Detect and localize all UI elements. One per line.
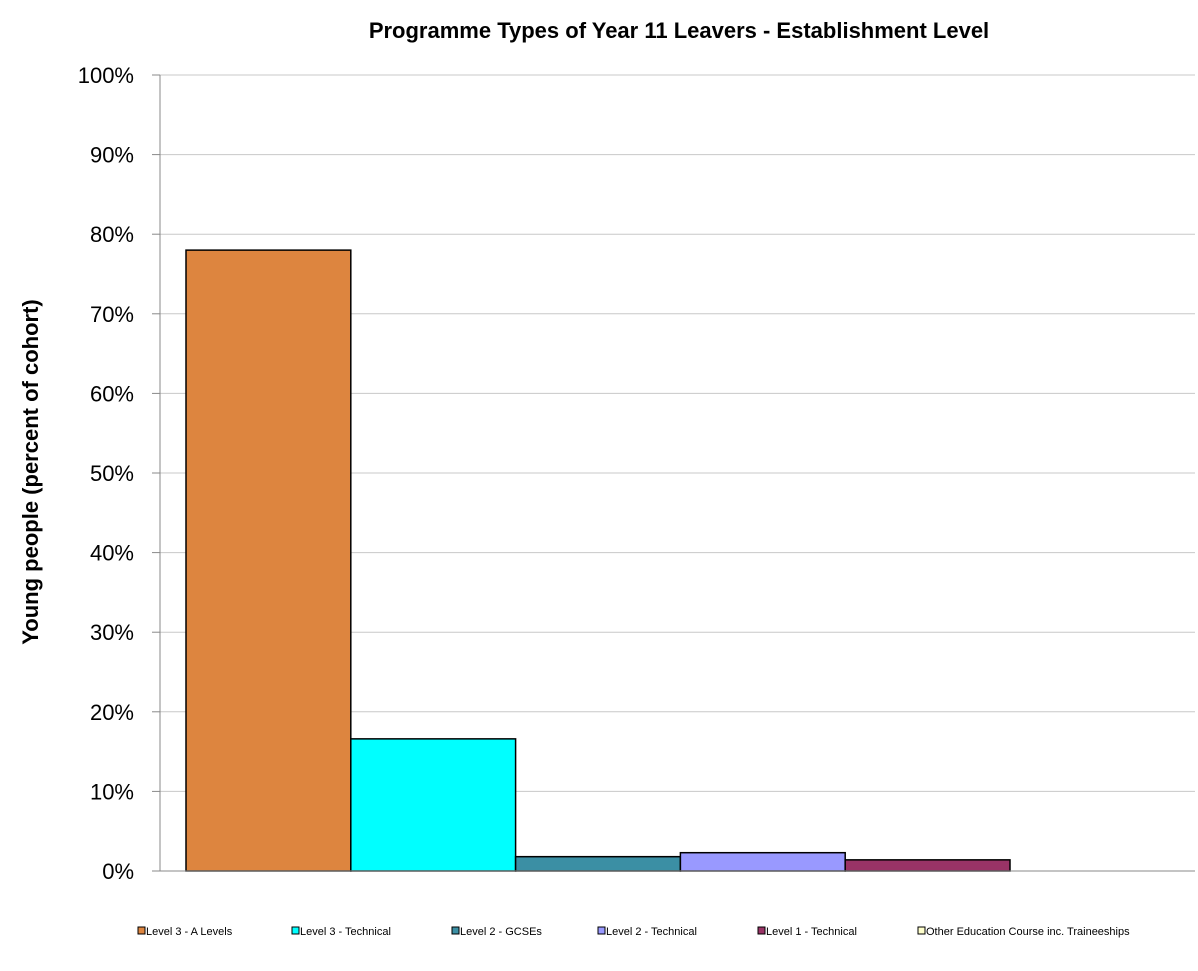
y-tick-labels: 0% 10% 20% 30% 40% 50% 60% 70% 80% 90% 100%	[78, 63, 134, 884]
legend-swatch	[917, 926, 926, 935]
legend-entry: Level 2 - GCSEs	[460, 926, 542, 938]
legend-entry: Level 1 - Technical	[766, 926, 857, 938]
y-tick-label: 20%	[90, 700, 134, 725]
y-tick-label: 40%	[90, 541, 134, 566]
y-tick-label: 80%	[90, 222, 134, 247]
y-tick-label: 60%	[90, 381, 134, 406]
legend: Level 3 - A Levels Level 3 - Technical Lev…	[137, 926, 1130, 938]
legend-swatch	[451, 926, 460, 935]
legend-entry: Level 2 - Technical	[606, 926, 697, 938]
bars	[185, 249, 1011, 872]
legend-swatch	[757, 926, 766, 935]
y-tick-label: 10%	[90, 779, 134, 804]
legend-entry: Other Education Course inc. Traineeships	[926, 926, 1130, 938]
y-tick-label: 50%	[90, 461, 134, 486]
bar	[185, 249, 352, 872]
y-tick-label: 100%	[78, 63, 134, 88]
y-axis-label: Young people (percent of cohort)	[18, 299, 43, 644]
chart-title: Programme Types of Year 11 Leavers - Est…	[369, 18, 989, 43]
legend-swatch	[291, 926, 300, 935]
bar	[844, 859, 1011, 872]
axes	[152, 74, 1195, 872]
legend-entry: Level 3 - Technical	[300, 926, 391, 938]
y-tick-label: 70%	[90, 302, 134, 327]
y-tick-label: 0%	[102, 859, 134, 884]
bar	[350, 738, 517, 872]
y-tick-label: 30%	[90, 620, 134, 645]
legend-swatch	[597, 926, 606, 935]
bar	[514, 855, 682, 872]
legend-swatch	[137, 926, 146, 935]
legend-entry: Level 3 - A Levels	[146, 926, 233, 938]
bar	[679, 851, 846, 872]
y-tick-label: 90%	[90, 143, 134, 168]
